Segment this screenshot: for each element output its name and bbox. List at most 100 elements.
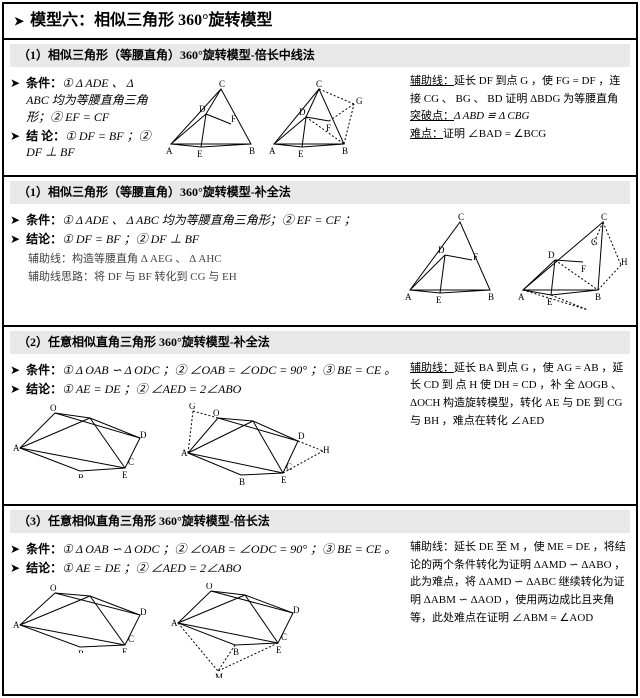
- bullet-icon: ➤: [10, 128, 20, 162]
- svg-text:E: E: [122, 470, 128, 478]
- svg-text:A: A: [13, 620, 20, 630]
- svg-text:D: D: [298, 431, 305, 441]
- section-3: （2）任意相似直角三角形 360°旋转模型-补全法 ➤ 条件：① Δ OAB ∽…: [4, 325, 636, 504]
- aux-line: 辅助线：延长 DF 到点 G ，使 FG = DF ，连接 CG 、 BG 、 …: [410, 73, 630, 108]
- aux-text: 辅助线：延长 DE 至 M ，使 ME = DE ，将结论的两个条件转化为证明 …: [410, 541, 626, 623]
- svg-text:D: D: [140, 430, 147, 440]
- bullet-icon: ➤: [10, 381, 20, 398]
- quad-figure-2: GAO DH BEC: [163, 403, 333, 488]
- svg-text:D: D: [438, 245, 445, 255]
- svg-text:E: E: [122, 647, 128, 653]
- conclusion-text: 结 论：① DF = BF ；② DF ⊥ BF: [26, 128, 155, 162]
- svg-text:D: D: [140, 607, 147, 617]
- conclusion-text: 结论：① AE = DE ；② ∠AED = 2∠ABO: [26, 381, 402, 398]
- svg-text:C: C: [219, 79, 225, 89]
- break-label: 突破点：: [410, 110, 454, 122]
- section-3-right: 辅助线：延长 BA 到点 G ，使 AG = AB ，延长 CD 到 点 H 使…: [410, 360, 630, 495]
- note-2: 辅助线思路：将 DF 与 BF 转化到 CG 与 EH: [28, 268, 392, 287]
- bullet-condition: ➤ 条件：① Δ ADE 、 Δ ABC 均为等腰直角三角形；② EF = CF: [10, 75, 155, 125]
- condition-text: 条件：① Δ ADE 、 Δ ABC 均为等腰直角三角形；② EF = CF: [26, 75, 155, 125]
- hard-line: 难点：证明 ∠BAD = ∠BCG: [410, 126, 630, 144]
- concl-body: ① DF = BF ；② DF ⊥ BF: [62, 232, 199, 246]
- concl-body: ① AE = DE ；② ∠AED = 2∠ABO: [62, 382, 241, 396]
- document-page: 模型六：相似三角形 360°旋转模型 （1）相似三角形（等腰直角）360°旋转模…: [2, 2, 638, 696]
- svg-text:C: C: [601, 212, 607, 222]
- cond-label: 条件：: [26, 363, 62, 377]
- svg-text:G: G: [356, 96, 363, 106]
- condition-text: 条件：① Δ OAB ∽ Δ ODC ；② ∠OAB = ∠ODC = 90° …: [26, 362, 402, 379]
- concl-label: 结论：: [26, 561, 62, 575]
- triangle-figure-1: ABC EDF: [161, 79, 261, 159]
- section-3-figures: AOD BEC GAO DH BEC: [10, 403, 402, 488]
- bullet-icon: ➤: [10, 362, 20, 379]
- n1-text: 构造等腰直角 Δ AEG 、 Δ AHC: [72, 253, 222, 265]
- bullet-icon: ➤: [10, 212, 20, 229]
- svg-text:C: C: [128, 457, 134, 467]
- aux-line: 辅助线：延长 BA 到点 G ，使 AG = AB ，延长 CD 到 点 H 使…: [410, 360, 630, 430]
- svg-text:A: A: [166, 146, 173, 156]
- concl-label: 结论：: [26, 232, 62, 246]
- section-1-left: ➤ 条件：① Δ ADE 、 Δ ABC 均为等腰直角三角形；② EF = CF…: [10, 73, 402, 165]
- section-4-figures: AOD BEC AOD BEC M: [10, 583, 402, 678]
- cond-label: 条件：: [26, 213, 62, 227]
- svg-text:B: B: [342, 146, 348, 156]
- svg-text:C: C: [316, 79, 322, 89]
- bullet-icon: ➤: [10, 560, 20, 577]
- cond-label: 条件：: [26, 542, 62, 556]
- svg-text:A: A: [13, 443, 20, 453]
- svg-text:B: B: [78, 649, 84, 653]
- section-1-heading: （1）相似三角形（等腰直角）360°旋转模型-倍长中线法: [10, 44, 630, 67]
- break-line: 突破点：Δ ABD ≌ Δ CBG: [410, 108, 630, 126]
- svg-text:E: E: [547, 297, 553, 307]
- cond-body: ① Δ ADE 、 Δ ABC 均为等腰直角三角形；② EF = CF ；: [62, 213, 356, 227]
- svg-text:C: C: [281, 632, 287, 642]
- section-3-heading: （2）任意相似直角三角形 360°旋转模型-补全法: [10, 331, 630, 354]
- concl-label: 结 论：: [26, 129, 65, 143]
- bullet-condition: ➤ 条件：① Δ ADE 、 Δ ABC 均为等腰直角三角形；② EF = CF…: [10, 212, 392, 229]
- svg-text:O: O: [50, 403, 57, 413]
- svg-text:F: F: [326, 123, 331, 133]
- svg-text:G: G: [591, 237, 598, 247]
- svg-text:A: A: [405, 292, 412, 302]
- quad-figure-3: AOD BEC: [10, 583, 160, 653]
- bullet-condition: ➤ 条件：① Δ OAB ∽ Δ ODC ；② ∠OAB = ∠ODC = 90…: [10, 541, 402, 558]
- svg-text:E: E: [197, 149, 203, 159]
- svg-text:F: F: [473, 252, 478, 262]
- svg-text:E: E: [436, 295, 442, 305]
- bullet-conclusion: ➤ 结论：① DF = BF ；② DF ⊥ BF: [10, 231, 392, 248]
- svg-text:B: B: [595, 292, 601, 302]
- n2-label: 辅助线思路：: [28, 271, 94, 283]
- section-1-content: ➤ 条件：① Δ ADE 、 Δ ABC 均为等腰直角三角形；② EF = CF…: [10, 73, 630, 165]
- triangle-figure-2: ABC EDFG: [264, 79, 374, 159]
- svg-text:M: M: [215, 672, 223, 678]
- svg-text:A: A: [269, 146, 276, 156]
- section-3-content: ➤ 条件：① Δ OAB ∽ Δ ODC ；② ∠OAB = ∠ODC = 90…: [10, 360, 630, 495]
- section-2-heading: （1）相似三角形（等腰直角）360°旋转模型-补全法: [10, 181, 630, 204]
- svg-text:B: B: [78, 473, 84, 478]
- svg-text:F: F: [231, 114, 236, 124]
- section-1-figures: ABC EDF ABC EDFG: [161, 79, 374, 159]
- svg-text:C: C: [286, 462, 292, 472]
- svg-text:B: B: [249, 146, 255, 156]
- bullet-conclusion: ➤ 结 论：① DF = BF ；② DF ⊥ BF: [10, 128, 155, 162]
- svg-text:C: C: [128, 634, 134, 644]
- svg-text:A: A: [518, 292, 525, 302]
- note-1: 辅助线：构造等腰直角 Δ AEG 、 Δ AHC: [28, 250, 392, 269]
- bullet-condition: ➤ 条件：① Δ OAB ∽ Δ ODC ；② ∠OAB = ∠ODC = 90…: [10, 362, 402, 379]
- svg-text:D: D: [548, 250, 555, 260]
- main-title: 模型六：相似三角形 360°旋转模型: [4, 4, 636, 38]
- triangle-figure-4: A B C E D F G H: [503, 210, 628, 315]
- bullet-conclusion: ➤ 结论：① AE = DE ；② ∠AED = 2∠ABO: [10, 381, 402, 398]
- svg-text:F: F: [581, 264, 586, 274]
- section-4-content: ➤ 条件：① Δ OAB ∽ Δ ODC ；② ∠OAB = ∠ODC = 90…: [10, 539, 630, 684]
- svg-text:B: B: [239, 477, 245, 487]
- section-4: （3）任意相似直角三角形 360°旋转模型-倍长法 ➤ 条件：① Δ OAB ∽…: [4, 504, 636, 693]
- svg-text:E: E: [276, 645, 282, 655]
- svg-text:H: H: [323, 445, 330, 455]
- svg-text:C: C: [458, 212, 464, 222]
- svg-text:O: O: [213, 408, 220, 418]
- hard-text: 证明 ∠BAD = ∠BCG: [443, 128, 546, 140]
- svg-text:H: H: [621, 257, 628, 267]
- condition-text: 条件：① Δ OAB ∽ Δ ODC ；② ∠OAB = ∠ODC = 90° …: [26, 541, 402, 558]
- section-2-figures: A B C E D F A B C E D F G H: [400, 210, 630, 315]
